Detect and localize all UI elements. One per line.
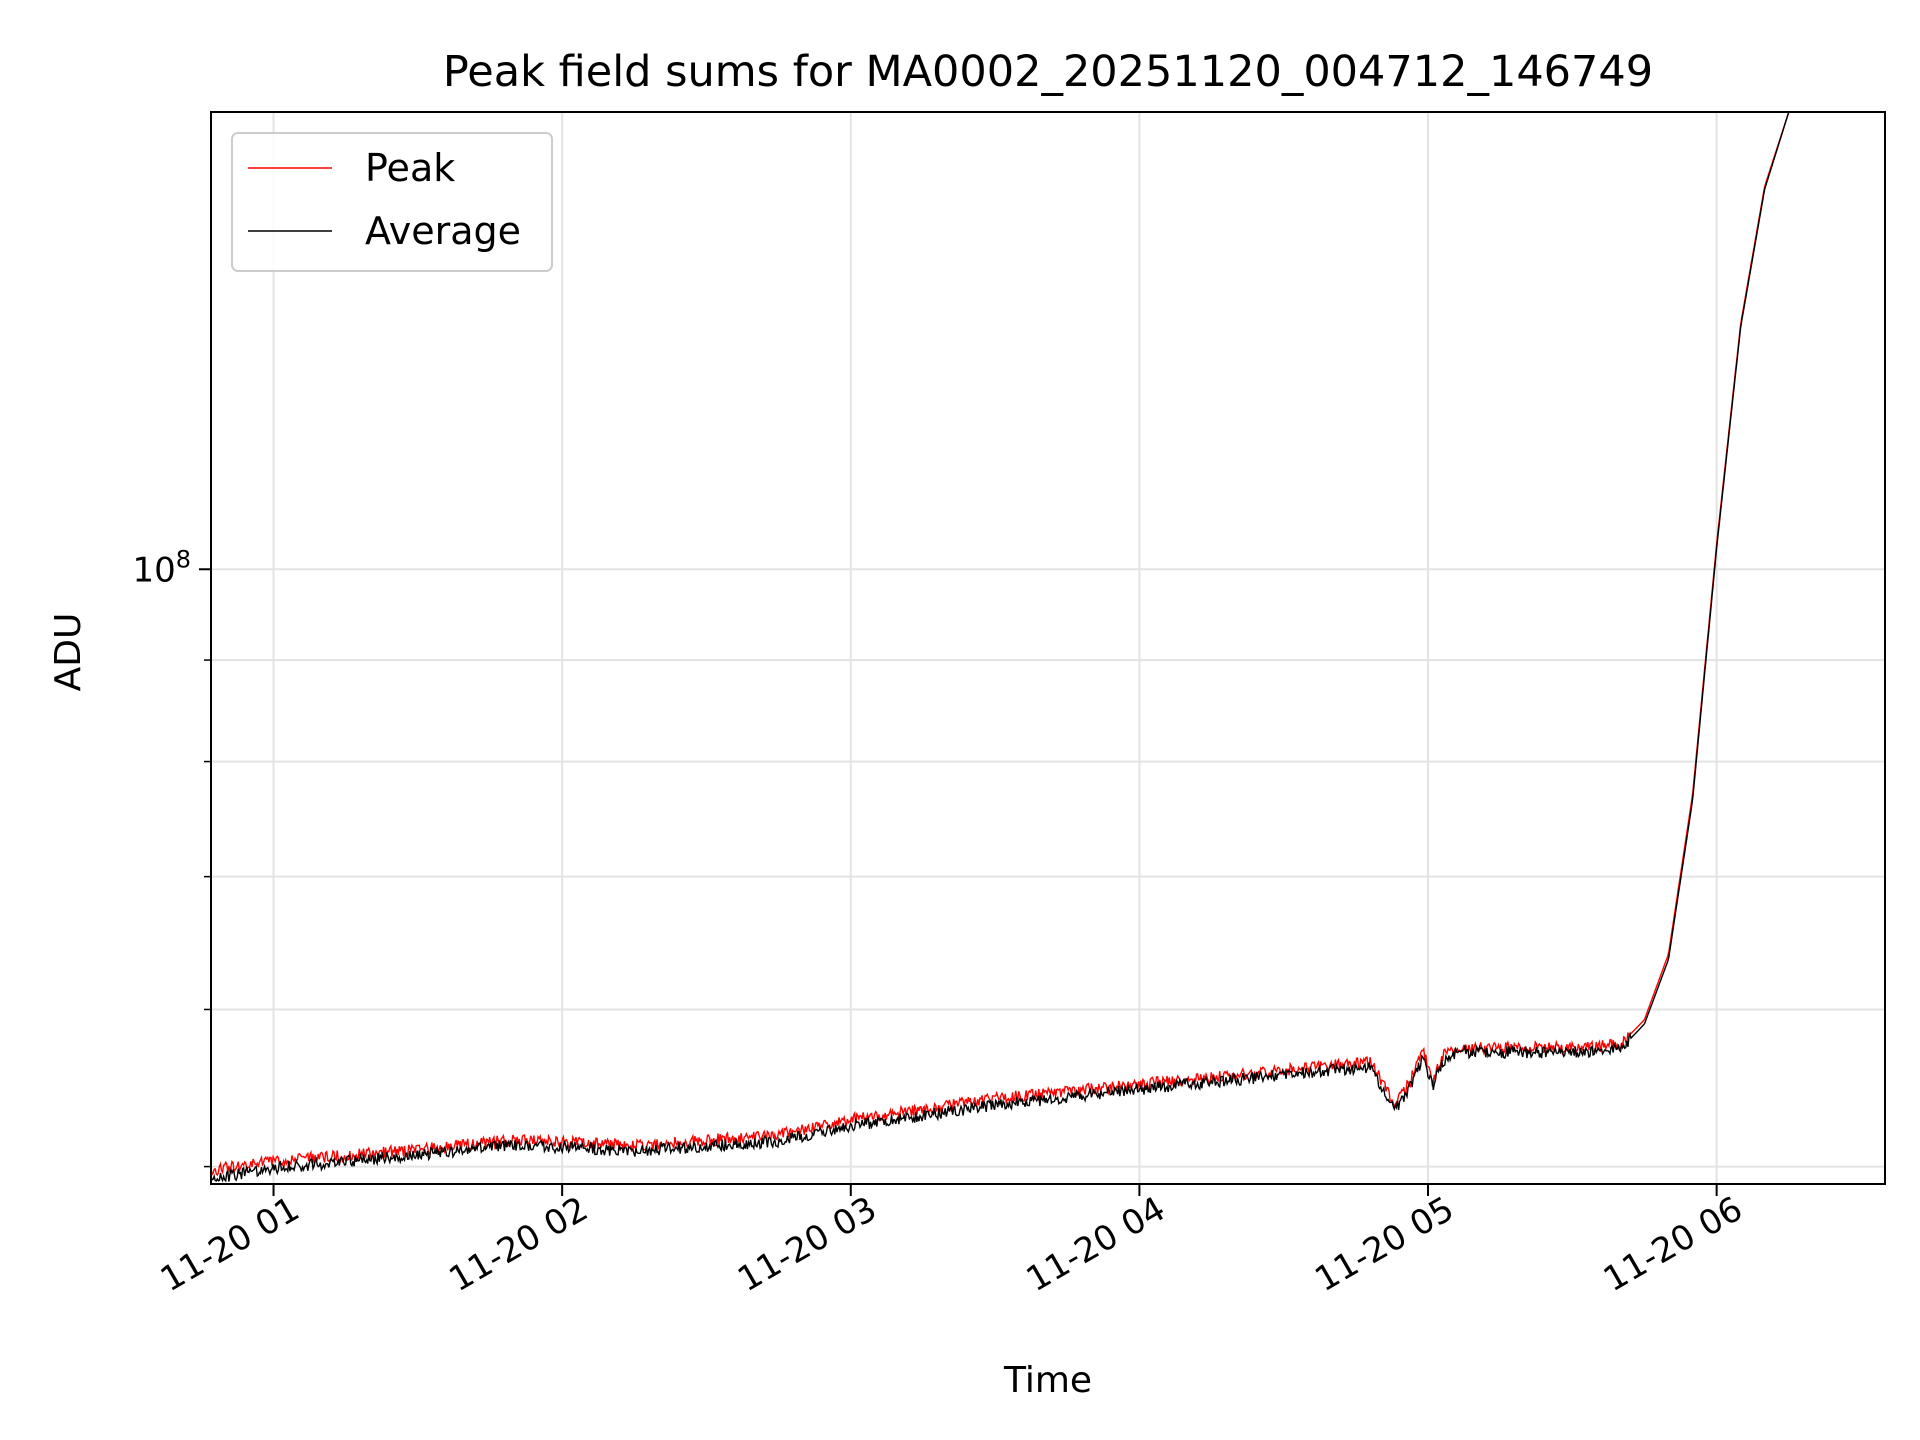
y-tick-label: 108 [132, 545, 191, 590]
x-tick-label: 11-20 04 [1020, 1189, 1172, 1300]
x-tick-label: 11-20 01 [154, 1189, 306, 1300]
x-axis-label: Time [1003, 1360, 1092, 1401]
chart-title: Peak field sums for MA0002_20251120_0047… [443, 47, 1653, 97]
legend-label-peak: Peak [365, 146, 455, 190]
plot-frame [210, 111, 1886, 1185]
x-tick-label: 11-20 05 [1308, 1189, 1460, 1300]
series-line-average [211, 112, 1790, 1183]
grid-lines [211, 112, 1885, 1184]
x-axis-ticks: 11-20 01 11-20 02 11-20 03 11-20 04 11-20 05… [154, 1184, 1749, 1300]
y-axis-label: ADU [48, 613, 89, 692]
x-tick-label: 11-20 06 [1597, 1189, 1749, 1300]
x-tick-label: 11-20 03 [731, 1189, 883, 1300]
legend-label-average: Average [365, 209, 521, 253]
y-axis-ticks: 108 [132, 545, 211, 1168]
x-tick-label: 11-20 02 [442, 1189, 594, 1300]
legend: Peak Average [231, 132, 553, 272]
plot-series [211, 112, 1790, 1183]
